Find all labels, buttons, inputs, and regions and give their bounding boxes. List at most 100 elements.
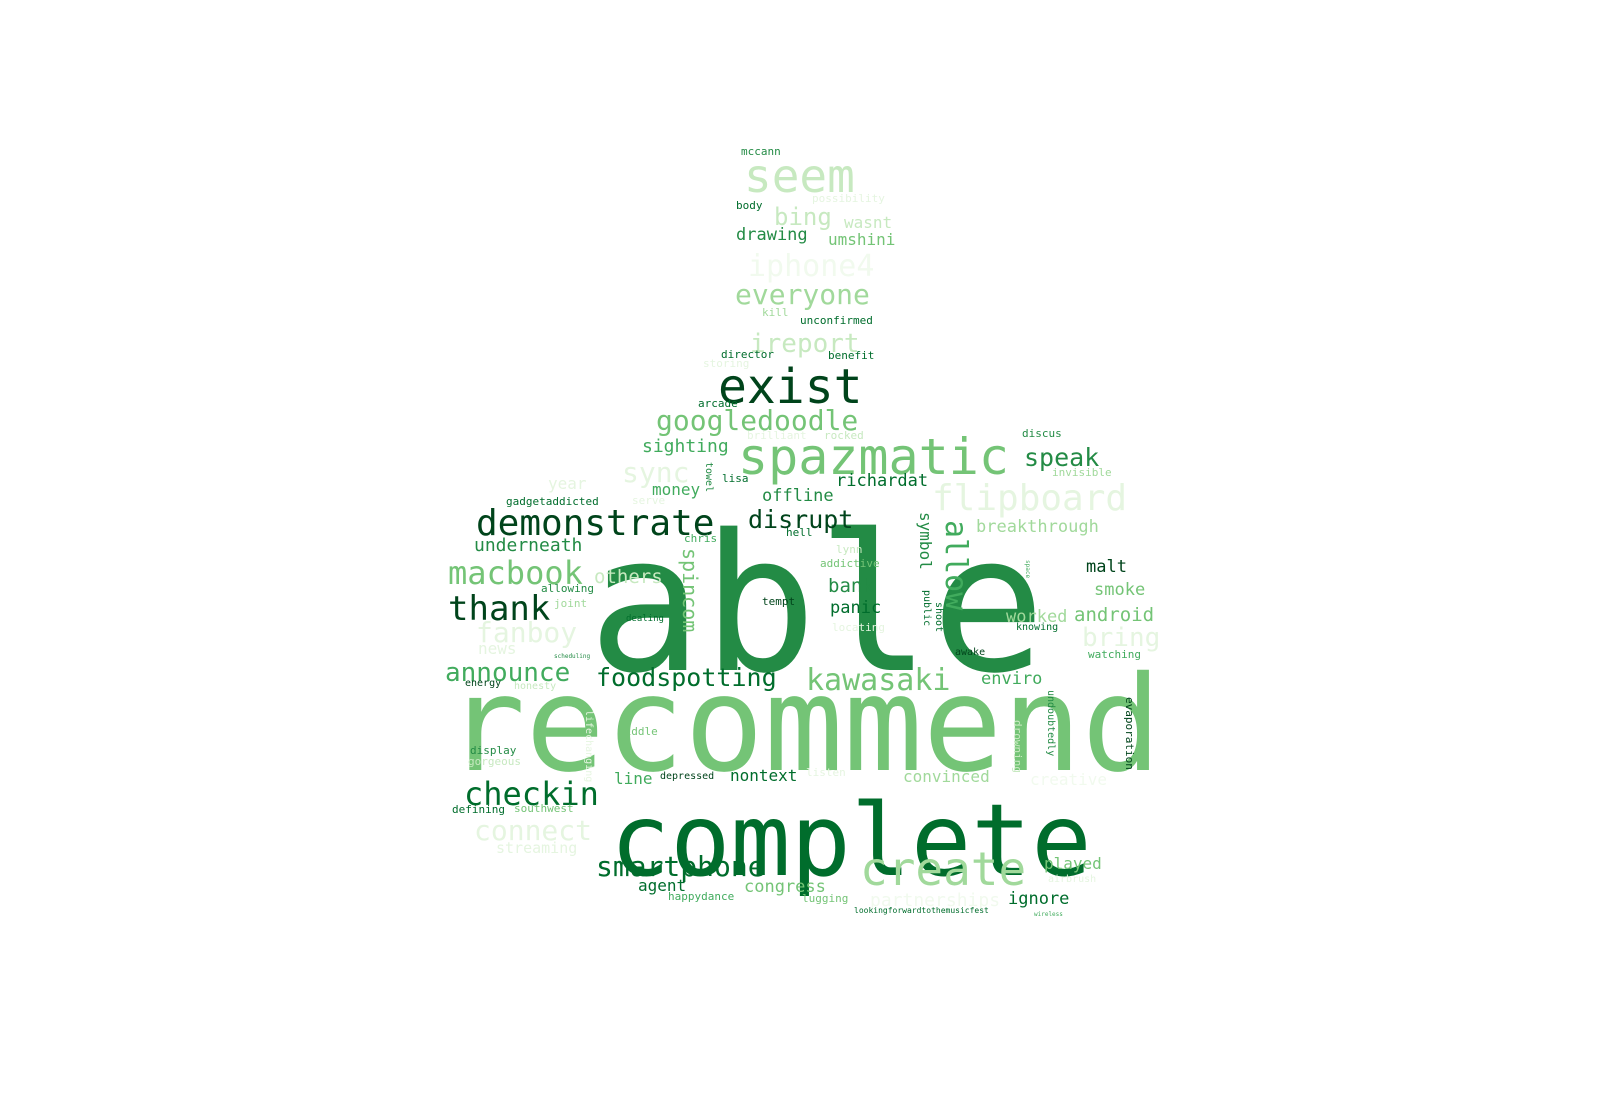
cloud-word: googledoodle (656, 404, 858, 437)
cloud-word: malt (1086, 557, 1127, 577)
cloud-word: iphone4 (748, 249, 874, 284)
cloud-word: evaporation (1123, 697, 1136, 770)
cloud-word: smoke (1094, 580, 1145, 600)
cloud-word: ignore (1008, 889, 1069, 909)
cloud-word: partnerships (870, 890, 1000, 911)
cloud-word: display (470, 744, 517, 757)
cloud-word: watching (1088, 648, 1141, 661)
cloud-word: lynn (836, 543, 863, 556)
cloud-word: storing (703, 357, 749, 370)
cloud-word: money (652, 480, 701, 499)
cloud-word: spazmatic (738, 428, 1009, 486)
cloud-word: macbook (448, 554, 583, 592)
cloud-word: energy (465, 678, 501, 689)
cloud-word: played (1044, 854, 1102, 873)
cloud-word: streaming (496, 839, 577, 857)
cloud-word: body (736, 199, 763, 212)
cloud-word: allow (938, 520, 973, 611)
cloud-word: demonstrate (476, 503, 714, 544)
cloud-word: everyone (735, 278, 870, 311)
cloud-word: richardat (836, 471, 928, 491)
cloud-word: unconfirmed (800, 314, 873, 327)
cloud-word: rocked (824, 429, 864, 442)
cloud-word: underneath (474, 535, 582, 556)
cloud-word: public (921, 590, 932, 626)
cloud-word: sighting (642, 436, 729, 457)
cloud-word: middle (618, 725, 658, 738)
cloud-word: allowing (541, 582, 594, 595)
cloud-word: announce (445, 658, 570, 688)
cloud-word: scheduling (554, 653, 591, 660)
cloud-word: convinced (903, 767, 990, 786)
cloud-word: umshini (828, 230, 895, 249)
cloud-word: locating (832, 621, 885, 634)
cloud-word: arcade (698, 397, 738, 410)
cloud-word: thank (448, 589, 550, 629)
cloud-word: mccann (741, 145, 781, 158)
cloud-word: lugging (802, 892, 848, 905)
cloud-word: spincom (678, 548, 702, 632)
cloud-word: brilliant (747, 429, 807, 442)
cloud-word: addictive (820, 557, 880, 570)
cloud-word: smartphone (596, 850, 765, 883)
cloud-word: offline (762, 486, 834, 506)
cloud-word: fanboy (476, 616, 577, 649)
cloud-word: drawing (736, 225, 808, 245)
cloud-word: breakthrough (976, 517, 1099, 537)
cloud-word: chris (684, 532, 717, 545)
cloud-word: invisible (1052, 466, 1112, 479)
cloud-word: flipboard (932, 478, 1127, 519)
cloud-word: benefit (828, 349, 874, 362)
cloud-word: disrupt (748, 505, 853, 534)
cloud-word: panic (830, 598, 881, 618)
cloud-word: seem (744, 149, 855, 203)
cloud-word: checkin (464, 775, 599, 813)
cloud-word: gadgetaddicted (506, 495, 599, 508)
cloud-word: speak (1024, 443, 1099, 472)
cloud-word: defining (452, 803, 505, 816)
cloud-word: airbrush (1048, 874, 1096, 885)
cloud-word: complete (610, 782, 1092, 899)
cloud-word: wireless (1034, 911, 1063, 918)
cloud-word: lookingforwardtothemusicfest (854, 906, 989, 915)
cloud-word: tempt (762, 595, 795, 608)
cloud-word: wasnt (844, 213, 892, 232)
cloud-word: honesty (514, 681, 556, 692)
cloud-word: listen (806, 766, 846, 779)
cloud-word: android (1074, 604, 1154, 626)
cloud-word: space (1024, 560, 1031, 578)
cloud-word: joint (554, 597, 587, 610)
cloud-word: knowing (1016, 622, 1058, 633)
cloud-word: drowning (1011, 720, 1024, 773)
cloud-word: kawasaki (806, 663, 951, 698)
cloud-word: gorgeous (468, 755, 521, 768)
cloud-word: recommend (446, 648, 1161, 802)
cloud-word: shoot (933, 602, 944, 632)
cloud-word: happydance (668, 890, 734, 903)
cloud-word: nontext (730, 766, 797, 785)
cloud-word: southwest (514, 802, 574, 815)
cloud-word: foodspotting (596, 663, 777, 692)
cloud-word: congress (744, 877, 826, 897)
cloud-word: sync (622, 456, 689, 489)
cloud-word: exist (718, 359, 863, 415)
cloud-word: possibility (812, 192, 885, 205)
cloud-word: connect (474, 814, 592, 847)
cloud-word: year (548, 474, 587, 493)
cloud-word: kill (762, 306, 789, 319)
cloud-word: lifechanging (583, 710, 594, 782)
cloud-word: creative (1030, 770, 1107, 789)
cloud-word: create (860, 842, 1026, 896)
cloud-word: enviro (981, 669, 1042, 689)
cloud-word: news (478, 639, 517, 658)
cloud-word: bring (1082, 623, 1160, 653)
cloud-word: symbol (916, 512, 935, 570)
cloud-word: dealing (626, 614, 664, 624)
cloud-word: hell (786, 526, 813, 539)
cloud-word: worked (1006, 607, 1067, 627)
cloud-word: discus (1022, 427, 1062, 440)
cloud-word: director (721, 348, 774, 361)
cloud-word: others (594, 566, 663, 588)
